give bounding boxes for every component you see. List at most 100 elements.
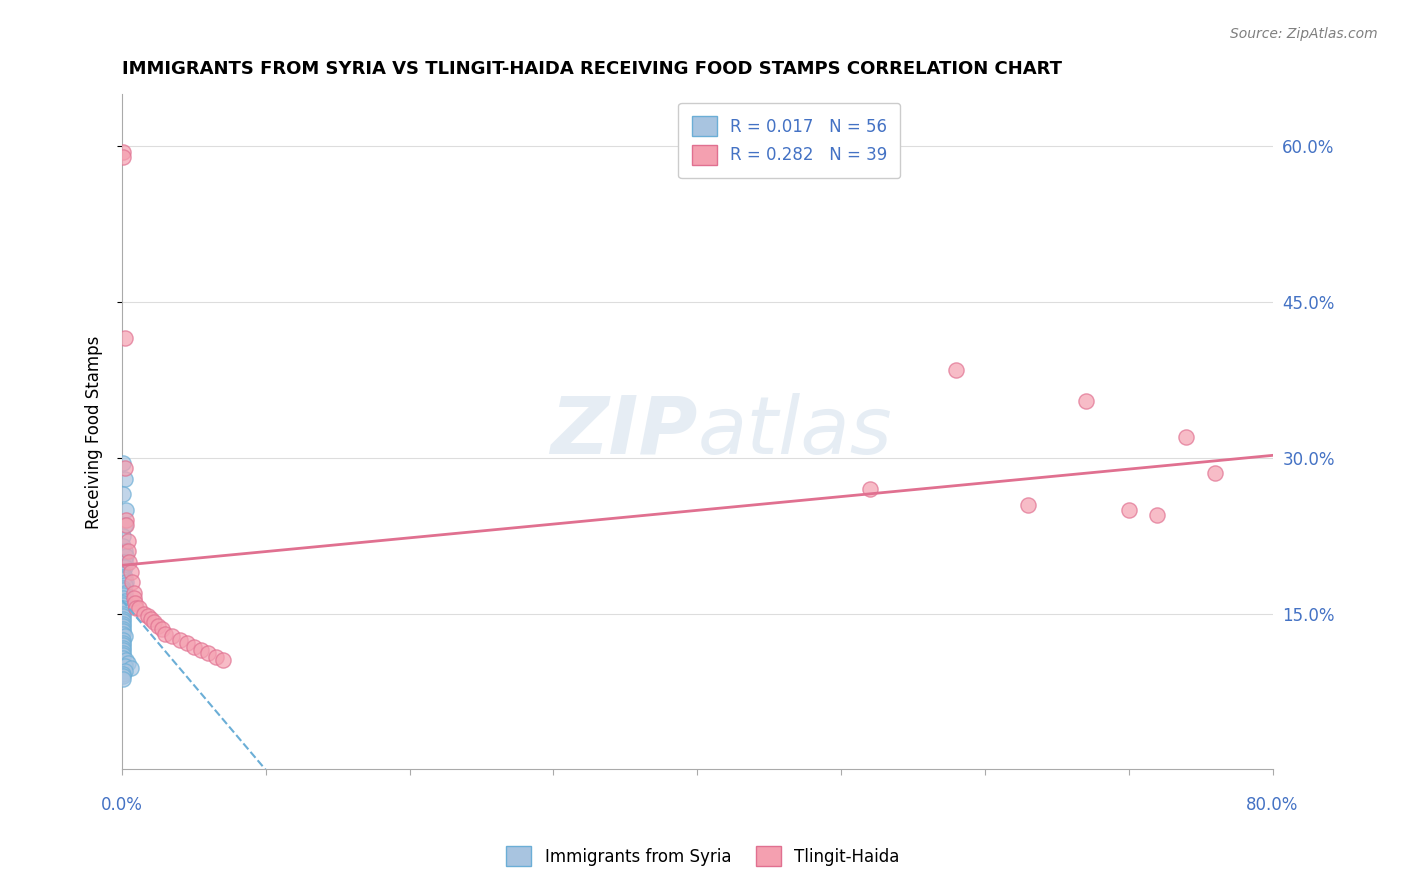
Point xyxy=(112,487,135,501)
Legend: R = 0.017   N = 56, R = 0.282   N = 39: R = 0.017 N = 56, R = 0.282 N = 39 xyxy=(678,103,900,178)
Point xyxy=(112,599,135,613)
Point xyxy=(122,591,145,605)
Point xyxy=(112,632,135,647)
Point xyxy=(112,643,135,657)
Point xyxy=(1017,498,1039,512)
Point xyxy=(1118,502,1140,516)
Point xyxy=(112,529,135,543)
Point xyxy=(112,145,135,159)
Text: atlas: atlas xyxy=(697,392,891,471)
Point xyxy=(112,624,135,639)
Point xyxy=(112,560,135,574)
Point xyxy=(197,646,219,660)
Point xyxy=(112,539,135,553)
Point xyxy=(1175,430,1198,444)
Point xyxy=(112,614,135,628)
Point xyxy=(120,660,142,674)
Point xyxy=(112,627,135,641)
Point xyxy=(112,619,135,633)
Text: IMMIGRANTS FROM SYRIA VS TLINGIT-HAIDA RECEIVING FOOD STAMPS CORRELATION CHART: IMMIGRANTS FROM SYRIA VS TLINGIT-HAIDA R… xyxy=(122,60,1062,78)
Point xyxy=(112,617,135,632)
Point xyxy=(112,456,135,470)
Point xyxy=(114,472,136,486)
Point xyxy=(115,502,138,516)
Y-axis label: Receiving Food Stamps: Receiving Food Stamps xyxy=(86,335,103,529)
Point xyxy=(112,555,135,569)
Point xyxy=(124,596,146,610)
Point xyxy=(112,572,135,586)
Point xyxy=(128,601,150,615)
Point xyxy=(176,635,198,649)
Point xyxy=(112,588,135,602)
Point xyxy=(114,560,136,574)
Point xyxy=(169,632,191,647)
Point xyxy=(139,612,162,626)
Point xyxy=(112,601,135,615)
Text: 0.0%: 0.0% xyxy=(101,796,143,814)
Point xyxy=(114,570,136,584)
Point xyxy=(112,666,135,681)
Point xyxy=(112,622,135,636)
Point xyxy=(115,513,138,527)
Point xyxy=(112,581,135,595)
Point xyxy=(112,603,135,617)
Point xyxy=(120,565,142,579)
Point xyxy=(112,608,135,623)
Point xyxy=(183,640,205,654)
Point xyxy=(114,577,136,591)
Point xyxy=(153,627,176,641)
Point xyxy=(114,664,136,678)
Legend: Immigrants from Syria, Tlingit-Haida: Immigrants from Syria, Tlingit-Haida xyxy=(498,838,908,875)
Point xyxy=(112,607,135,621)
Point xyxy=(115,575,138,590)
Point xyxy=(115,549,138,564)
Point xyxy=(112,612,135,626)
Point xyxy=(1074,393,1097,408)
Point xyxy=(132,607,155,621)
Point xyxy=(112,150,135,164)
Point xyxy=(117,657,139,671)
Point xyxy=(112,582,135,597)
Point xyxy=(112,672,135,686)
Point xyxy=(112,567,135,582)
Text: 80.0%: 80.0% xyxy=(1246,796,1299,814)
Point xyxy=(112,635,135,649)
Point xyxy=(122,586,145,600)
Point xyxy=(211,653,233,667)
Point xyxy=(114,461,136,475)
Point xyxy=(114,630,136,644)
Point xyxy=(117,533,139,548)
Point xyxy=(114,331,136,345)
Point xyxy=(1146,508,1168,522)
Text: Source: ZipAtlas.com: Source: ZipAtlas.com xyxy=(1230,27,1378,41)
Point xyxy=(112,638,135,652)
Text: ZIP: ZIP xyxy=(550,392,697,471)
Point xyxy=(1204,467,1226,481)
Point xyxy=(114,658,136,673)
Point xyxy=(945,362,967,376)
Point xyxy=(112,591,135,605)
Point xyxy=(136,608,159,623)
Point xyxy=(115,653,138,667)
Point xyxy=(121,575,143,590)
Point xyxy=(142,615,165,629)
Point xyxy=(115,518,138,533)
Point xyxy=(118,555,141,569)
Point xyxy=(112,570,135,584)
Point xyxy=(114,544,136,558)
Point xyxy=(114,594,136,608)
Point xyxy=(162,630,184,644)
Point xyxy=(112,565,135,579)
Point xyxy=(112,648,135,662)
Point xyxy=(112,646,135,660)
Point xyxy=(146,619,169,633)
Point xyxy=(204,650,226,665)
Point xyxy=(114,586,136,600)
Point xyxy=(190,643,212,657)
Point xyxy=(125,601,148,615)
Point xyxy=(112,669,135,683)
Point xyxy=(150,622,173,636)
Point xyxy=(859,482,882,496)
Point xyxy=(112,651,135,665)
Point xyxy=(112,640,135,655)
